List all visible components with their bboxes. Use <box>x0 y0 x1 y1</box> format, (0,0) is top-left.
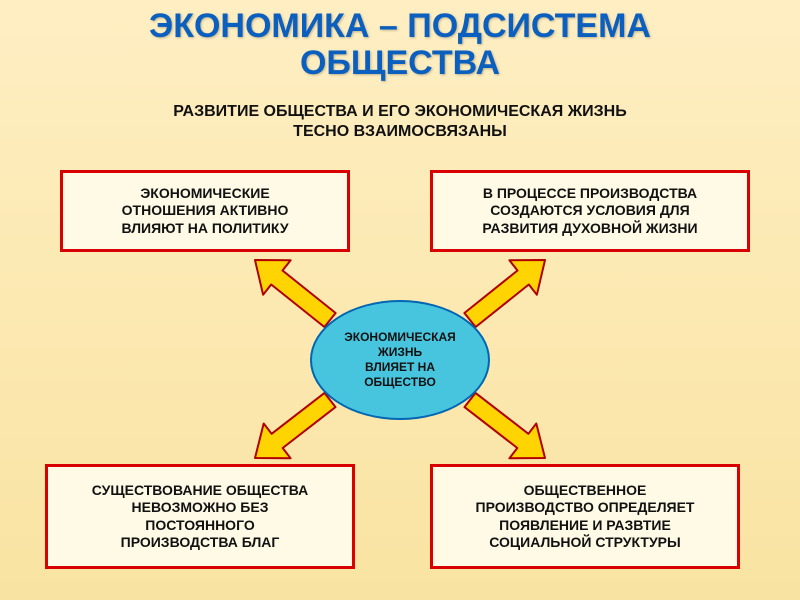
arrow <box>255 393 336 458</box>
arrow <box>255 260 336 327</box>
arrow <box>465 393 546 458</box>
slide-title: ЭКОНОМИКА – ПОДСИСТЕМА ОБЩЕСТВА <box>40 8 760 81</box>
node-bottom-left: СУЩЕСТВОВАНИЕ ОБЩЕСТВА НЕВОЗМОЖНО БЕЗ ПО… <box>45 464 355 569</box>
node-top-left: ЭКОНОМИЧЕСКИЕ ОТНОШЕНИЯ АКТИВНО ВЛИЯЮТ Н… <box>60 170 350 252</box>
node-top-right: В ПРОЦЕССЕ ПРОИЗВОДСТВА СОЗДАЮТСЯ УСЛОВИ… <box>430 170 750 252</box>
slide-root: ЭКОНОМИКА – ПОДСИСТЕМА ОБЩЕСТВА РАЗВИТИЕ… <box>0 0 800 600</box>
node-bottom-right: ОБЩЕСТВЕННОЕ ПРОИЗВОДСТВО ОПРЕДЕЛЯЕТ ПОЯ… <box>430 464 740 569</box>
arrow <box>464 260 545 327</box>
slide-subtitle: РАЗВИТИЕ ОБЩЕСТВА И ЕГО ЭКОНОМИЧЕСКАЯ ЖИ… <box>60 102 740 142</box>
node-center: ЭКОНОМИЧЕСКАЯ ЖИЗНЬ ВЛИЯЕТ НА ОБЩЕСТВО <box>310 300 490 420</box>
